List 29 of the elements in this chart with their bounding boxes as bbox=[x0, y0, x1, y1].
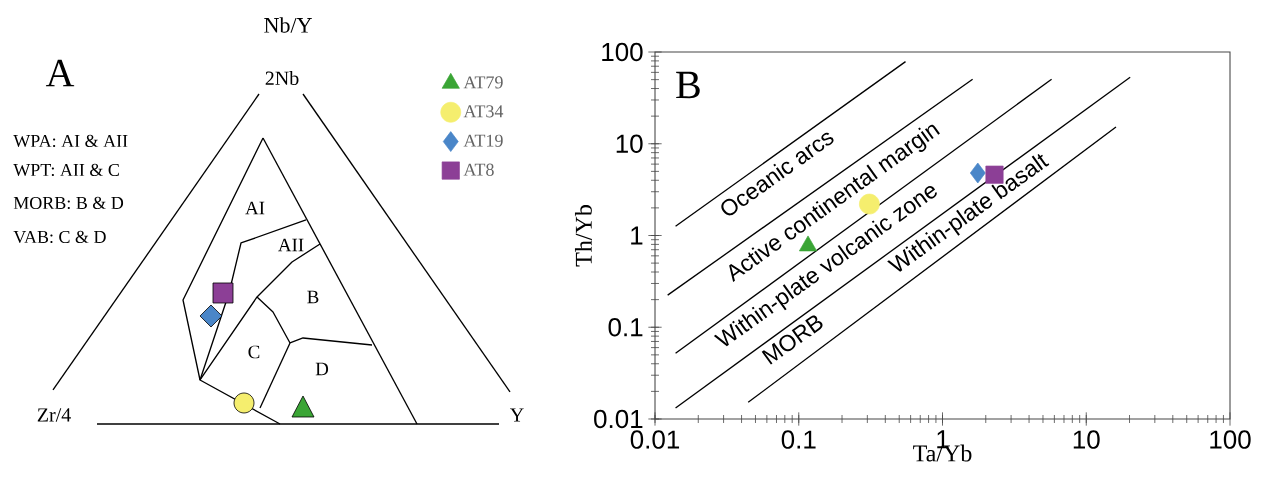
y-tick-label: 100 bbox=[602, 42, 643, 62]
text: Nb/Y bbox=[264, 17, 312, 33]
legend-label: AT8 bbox=[463, 163, 494, 176]
text: D bbox=[315, 362, 329, 376]
text: C bbox=[248, 345, 260, 359]
text: VAB: C & D bbox=[13, 230, 106, 244]
text: AI bbox=[245, 201, 265, 215]
legend-label: AT19 bbox=[463, 134, 503, 147]
x-tick-label: 0.1 bbox=[781, 430, 816, 449]
text: Zr/4 bbox=[37, 408, 71, 422]
x-tick-label: 10 bbox=[1073, 430, 1100, 449]
y-tick-label: 0.01 bbox=[594, 409, 643, 429]
y-axis-title: Th/Yb bbox=[574, 205, 592, 267]
text: MORB: B & D bbox=[13, 196, 124, 210]
x-tick-label: 0.01 bbox=[630, 430, 680, 449]
legend-label: AT34 bbox=[463, 105, 504, 118]
text: 2Nb bbox=[265, 70, 299, 86]
y-tick-label: 0.1 bbox=[608, 318, 643, 337]
text: A bbox=[45, 59, 75, 87]
y-tick-label: 10 bbox=[616, 134, 643, 153]
legend-label: AT79 bbox=[463, 76, 503, 89]
x-tick-label: 100 bbox=[1210, 430, 1251, 449]
y-tick-label: 1 bbox=[631, 226, 643, 245]
chart-title: B bbox=[676, 71, 700, 99]
text: AII bbox=[278, 238, 304, 252]
text: B bbox=[307, 290, 319, 304]
text: Y bbox=[510, 408, 524, 422]
text: WPA: AI & AII bbox=[13, 134, 128, 148]
text: WPT: AII & C bbox=[13, 163, 119, 177]
